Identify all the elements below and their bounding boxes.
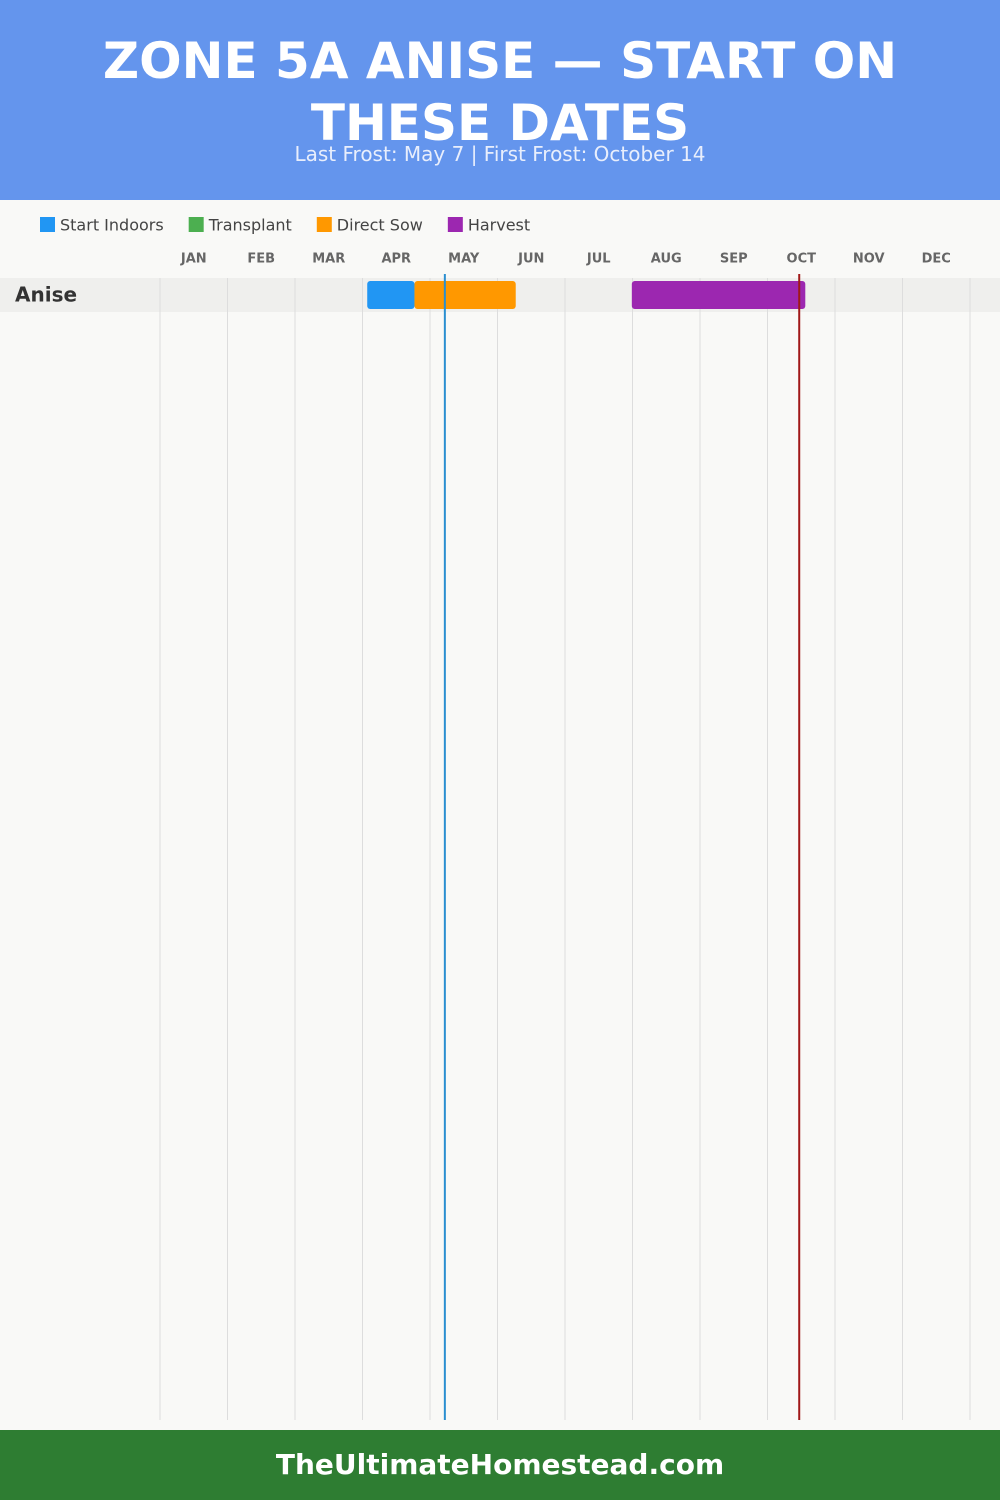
x-tick-label: OCT bbox=[787, 252, 817, 267]
legend-label: Transplant bbox=[208, 216, 292, 235]
legend-swatch bbox=[316, 217, 332, 232]
x-tick-label: AUG bbox=[651, 252, 682, 267]
header: ZONE 5A ANISE — START ON THESE DATES Las… bbox=[0, 0, 1000, 200]
legend-swatch bbox=[447, 217, 463, 232]
row-label: Anise bbox=[15, 283, 77, 307]
x-tick-label: JUN bbox=[517, 252, 544, 267]
legend-swatch bbox=[188, 217, 204, 232]
x-tick-label: FEB bbox=[247, 252, 275, 267]
chart-title: ZONE 5A ANISE — START ON THESE DATES bbox=[102, 32, 898, 152]
phase-bar bbox=[631, 281, 806, 309]
x-tick-label: SEP bbox=[720, 252, 748, 267]
x-tick-label: NOV bbox=[853, 252, 885, 267]
chart-subtitle: Last Frost: May 7 | First Frost: October… bbox=[294, 142, 706, 166]
footer: TheUltimateHomestead.com bbox=[0, 1430, 1000, 1500]
legend-swatch bbox=[40, 217, 55, 232]
phase-bar bbox=[414, 281, 516, 309]
legend-label: Harvest bbox=[468, 216, 530, 235]
legend-label: Start Indoors bbox=[60, 216, 164, 235]
x-tick-label: JAN bbox=[180, 252, 207, 267]
x-tick-label: APR bbox=[381, 252, 411, 267]
chart: Start Indoors Transplant Direct Sow Harvest… bbox=[0, 216, 1000, 1420]
legend-label: Direct Sow bbox=[337, 216, 423, 235]
x-tick-label: JUL bbox=[586, 252, 611, 267]
x-tick-label: MAY bbox=[448, 252, 480, 267]
phase-bar bbox=[367, 281, 415, 309]
x-tick-label: MAR bbox=[312, 252, 345, 267]
x-tick-label: DEC bbox=[922, 252, 951, 267]
